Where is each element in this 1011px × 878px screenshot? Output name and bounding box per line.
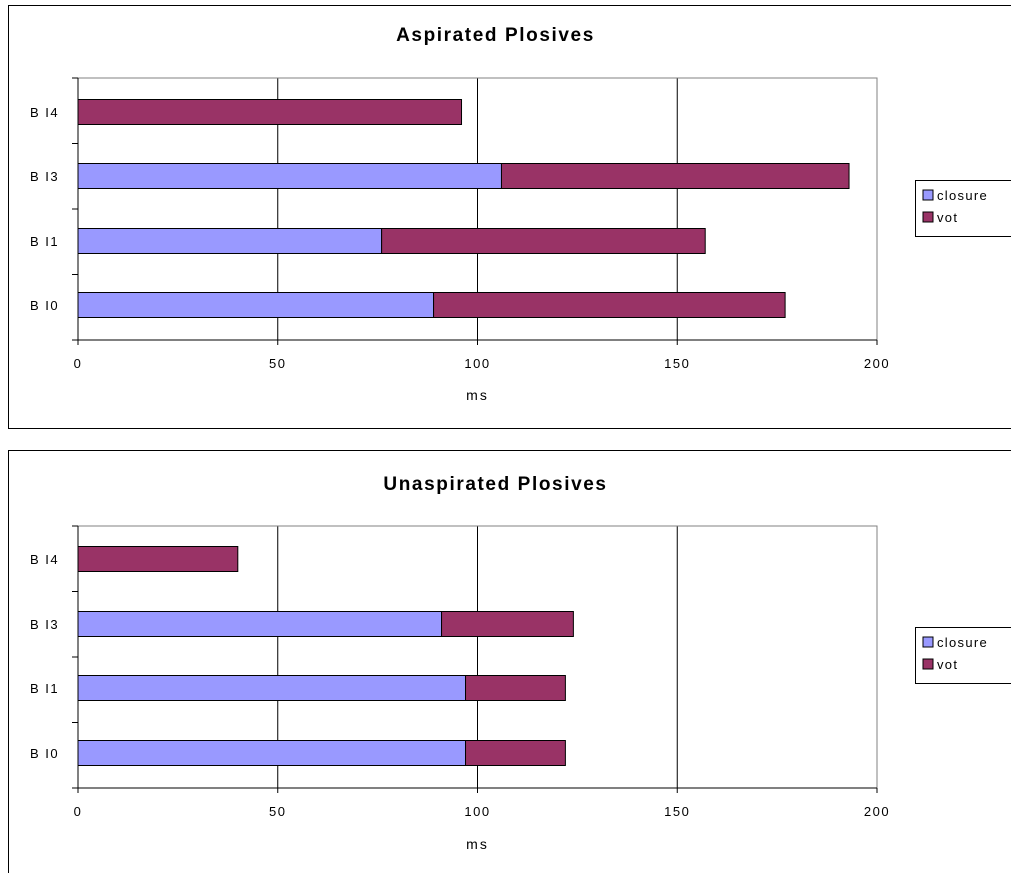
chart-2-legend-label-closure: closure (937, 635, 988, 650)
chart-1-category-label: B I4 (30, 105, 59, 120)
chart-2-legend-swatch-vot (923, 659, 933, 669)
chart-1-x-tick-label-50: 50 (269, 356, 286, 371)
chart-1-category-label: B I1 (30, 234, 59, 249)
chart-2-bar-closure-bi1 (78, 676, 466, 701)
chart-2-x-tick-label-50: 50 (269, 804, 286, 819)
chart-1-x-tick-label-150: 150 (664, 356, 690, 371)
chart-1-x-tick-label-200: 200 (864, 356, 890, 371)
chart-2-title: Unaspirated Plosives (383, 474, 607, 495)
chart-2-category-label: B I3 (30, 617, 59, 632)
chart-1-frame (9, 6, 1011, 429)
chart-2-legend-label-vot: vot (937, 657, 958, 672)
chart-1-legend-label-vot: vot (937, 210, 958, 225)
chart-1-x-axis-label: ms (466, 387, 489, 403)
chart-1-bar-closure-bi1 (78, 229, 382, 254)
chart-1-bar-vot-bi3 (501, 164, 849, 189)
chart-1-x-tick-label-100: 100 (464, 356, 490, 371)
chart-1-bar-closure-bi0 (78, 293, 434, 318)
chart-1-legend-swatch-vot (923, 212, 933, 222)
chart-1-bar-vot-bi4 (78, 100, 462, 125)
chart-2-legend-swatch-closure (923, 637, 933, 647)
chart-1-category-label: B I3 (30, 169, 59, 184)
chart-2-x-tick-label-200: 200 (864, 804, 890, 819)
chart-2-category-label: B I0 (30, 746, 59, 761)
chart-2-x-tick-label-150: 150 (664, 804, 690, 819)
chart-2-bar-closure-bi3 (78, 612, 442, 637)
chart-1-title: Aspirated Plosives (396, 25, 595, 46)
chart-2-x-axis-label: ms (466, 836, 489, 852)
chart-1-legend-swatch-closure (923, 190, 933, 200)
chart-2-category-label: B I4 (30, 552, 59, 567)
chart-2-bar-vot-bi0 (466, 741, 566, 766)
chart-1: Aspirated Plosives 0 50 100 150 200 ms B I0 B I1… (9, 6, 1011, 429)
chart-1-category-label: B I0 (30, 298, 59, 313)
chart-2-bar-vot-bi3 (442, 612, 574, 637)
chart-1-bar-vot-bi0 (434, 293, 786, 318)
chart-2-x-tick-label-0: 0 (74, 804, 83, 819)
chart-2-category-label: B I1 (30, 681, 59, 696)
chart-2-bar-closure-bi0 (78, 741, 466, 766)
chart-1-bar-vot-bi1 (382, 229, 706, 254)
chart-1-legend-label-closure: closure (937, 188, 988, 203)
chart-2-bar-vot-bi1 (466, 676, 566, 701)
chart-2: Unaspirated Plosives 0 50 100 150 200 ms B I0 B … (9, 451, 1011, 874)
chart-1-bar-closure-bi3 (78, 164, 501, 189)
chart-2-frame (9, 451, 1011, 874)
chart-1-x-tick-label-0: 0 (74, 356, 83, 371)
chart-2-bar-vot-bi4 (78, 547, 238, 572)
chart-2-x-tick-label-100: 100 (464, 804, 490, 819)
